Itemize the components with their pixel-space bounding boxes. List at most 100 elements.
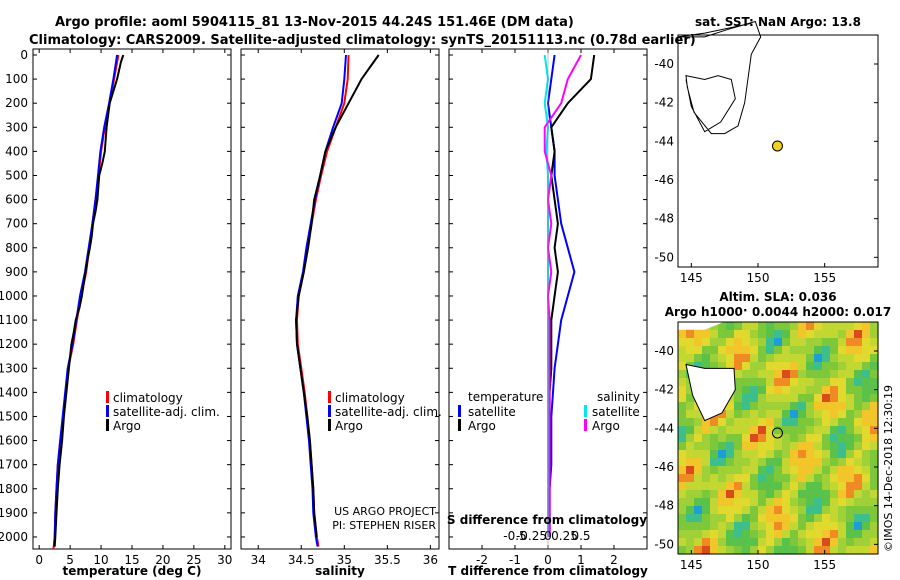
sla-cell — [774, 354, 783, 363]
sla-cell — [774, 362, 783, 371]
sla-cell — [806, 442, 815, 451]
sla-cell — [806, 402, 815, 411]
sla-cell — [774, 498, 783, 507]
sla-cell — [790, 474, 799, 483]
sla-cell — [758, 362, 767, 371]
sla-cell — [758, 322, 767, 331]
legend-argo-label: Argo — [335, 419, 363, 433]
sla-cell — [686, 522, 695, 531]
depth-tick-label: 1000 — [0, 289, 28, 303]
x-tick-label: 0 — [35, 553, 43, 567]
sla-cell — [726, 330, 735, 339]
sla-cell — [870, 410, 879, 419]
temperature-panel — [32, 48, 232, 550]
x-tick-label: 1 — [577, 553, 585, 567]
sla-cell — [798, 354, 807, 363]
sla-cell — [838, 530, 847, 539]
sst-map-title: sat. SST: NaN Argo: 13.8 — [695, 15, 861, 29]
sla-cell — [846, 490, 855, 499]
series-line-climatology — [52, 54, 120, 550]
sla-cell — [766, 546, 775, 555]
sla-cell — [766, 386, 775, 395]
sla-cell — [806, 394, 815, 403]
sla-cell — [862, 362, 871, 371]
sla-cell — [678, 394, 687, 403]
sla-cell — [806, 330, 815, 339]
sla-cell — [822, 522, 831, 531]
map-lat-label: -48 — [654, 212, 674, 226]
sla-cell — [846, 426, 855, 435]
sla-cell — [782, 386, 791, 395]
sla-cell — [750, 362, 759, 371]
sla-cell — [854, 474, 863, 483]
sla-cell — [870, 490, 879, 499]
sla-cell — [686, 434, 695, 443]
sla-cell — [830, 418, 839, 427]
sla-cell — [790, 442, 799, 451]
sla-cell — [814, 514, 823, 523]
x-tick-label: 35.5 — [374, 553, 401, 567]
map-lat-label: -40 — [654, 57, 674, 71]
sla-cell — [838, 482, 847, 491]
sla-cell — [742, 450, 751, 459]
sla-cell — [870, 482, 879, 491]
sla-cell — [838, 402, 847, 411]
sla-cell — [806, 474, 815, 483]
sst-map-frame — [677, 34, 879, 268]
sla-cell — [814, 530, 823, 539]
sla-cell — [814, 482, 823, 491]
map-lat-label: -50 — [654, 250, 674, 264]
sla-cell — [838, 498, 847, 507]
sla-cell — [750, 498, 759, 507]
sla-cell — [798, 482, 807, 491]
sla-cell — [710, 506, 719, 515]
sla-cell — [870, 370, 879, 379]
sla-cell — [814, 330, 823, 339]
sla-cell — [782, 450, 791, 459]
series-line-argo — [53, 54, 125, 547]
sla-cell — [678, 514, 687, 523]
sla-cell — [838, 450, 847, 459]
sla-cell — [862, 530, 871, 539]
sla-cell — [678, 426, 687, 435]
sla-cell — [822, 370, 831, 379]
sla-cell — [814, 490, 823, 499]
sla-cell — [822, 322, 831, 331]
salinity-legend: climatology satellite-adj. clim. Argo — [328, 391, 442, 433]
sla-cell — [838, 426, 847, 435]
sla-cell — [790, 338, 799, 347]
sla-cell — [838, 514, 847, 523]
sla-cell — [710, 330, 719, 339]
sla-cell — [782, 362, 791, 371]
sla-cell — [814, 386, 823, 395]
watermark: ©IMOS 14-Dec-2018 12:30:19 — [882, 385, 895, 552]
sla-cell — [870, 466, 879, 475]
sla-cell — [782, 546, 791, 555]
legend-sal-sat-label: satellite — [592, 405, 640, 419]
sla-cell — [814, 458, 823, 467]
sla-cell — [814, 546, 823, 555]
legend-temp-sat-swatch — [458, 405, 461, 417]
sla-cell — [854, 434, 863, 443]
sla-cell — [678, 466, 687, 475]
sla-cell — [734, 538, 743, 547]
sla-cell — [678, 538, 687, 547]
sla-cell — [742, 538, 751, 547]
sla-cell — [742, 394, 751, 403]
legend-clim-swatch — [328, 391, 331, 403]
title-line-2: Climatology: CARS2009. Satellite-adjuste… — [29, 33, 696, 48]
sla-cell — [822, 402, 831, 411]
sla-cell — [686, 506, 695, 515]
sla-cell — [758, 466, 767, 475]
sla-cell — [702, 434, 711, 443]
sla-cell — [862, 378, 871, 387]
sla-cell — [686, 514, 695, 523]
sla-cell — [750, 330, 759, 339]
sla-cell — [870, 386, 879, 395]
sla-cell — [854, 538, 863, 547]
sla-cell — [830, 434, 839, 443]
depth-tick-label: 2000 — [0, 530, 28, 544]
sla-cell — [870, 506, 879, 515]
map-lat-label: -48 — [654, 499, 674, 513]
sla-cell — [854, 442, 863, 451]
